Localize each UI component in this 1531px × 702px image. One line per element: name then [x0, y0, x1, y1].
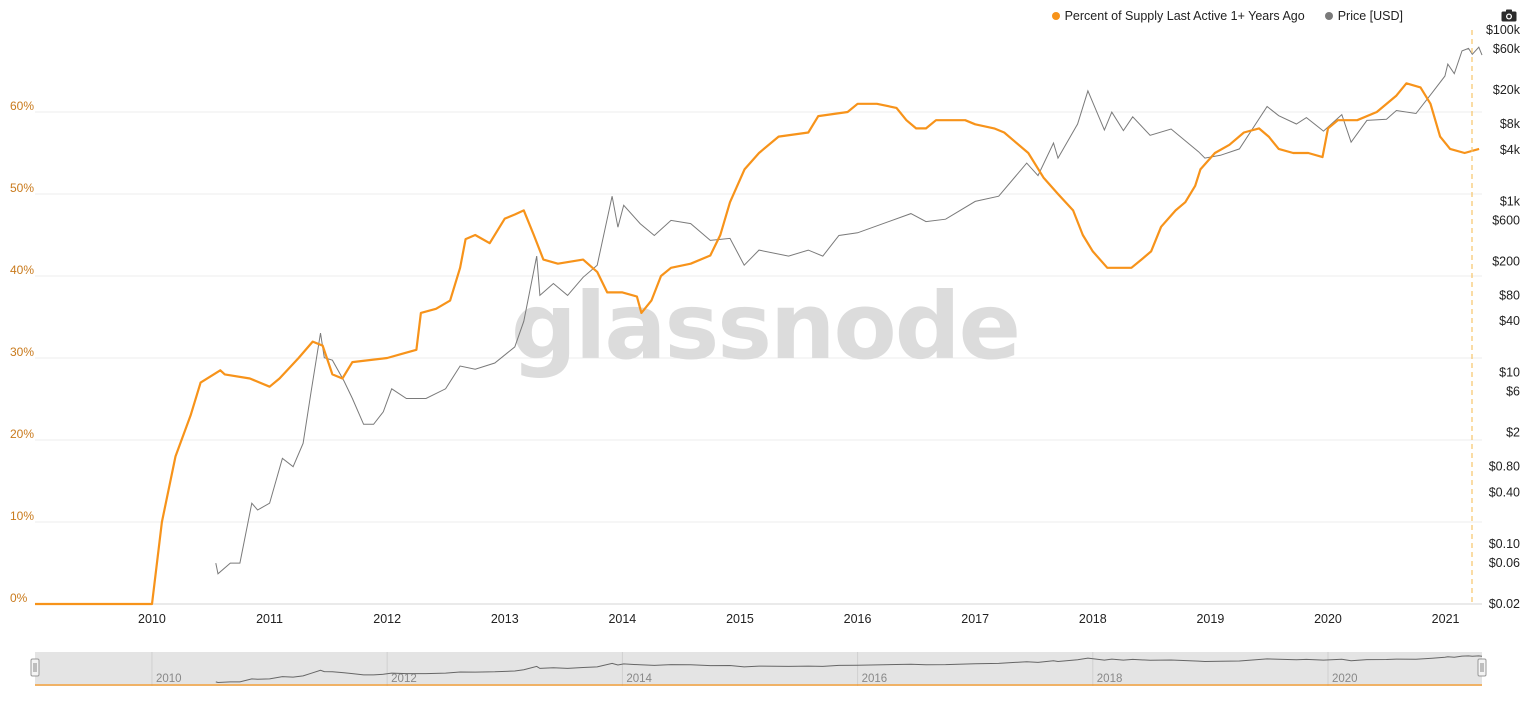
navigator-ticks: 2010 2012 2014 2016 2018 2020 [151, 652, 1358, 686]
range-navigator[interactable]: 2010 2012 2014 2016 2018 2020 [30, 652, 1487, 686]
x-tick-label: 2014 [608, 612, 636, 626]
left-tick-label: 50% [10, 181, 34, 195]
legend-item-supply[interactable]: Percent of Supply Last Active 1+ Years A… [1051, 9, 1305, 23]
navigator-tick-label: 2020 [1332, 673, 1358, 685]
x-tick-label: 2011 [256, 612, 283, 626]
x-tick-label: 2018 [1079, 612, 1107, 626]
navigator-price-line [215, 655, 1483, 684]
right-tick-label: $20k [1493, 83, 1521, 97]
left-tick-label: 20% [10, 427, 34, 441]
navigator-tick-label: 2018 [1097, 673, 1123, 685]
x-tick-label: 2021 [1432, 612, 1460, 626]
navigator-tick-label: 2014 [626, 673, 652, 685]
supply-series-line[interactable] [35, 82, 1480, 606]
navigator-background [35, 652, 1482, 686]
navigator-tick-label: 2012 [391, 673, 417, 685]
navigator-tick-label: 2010 [156, 673, 182, 685]
x-tick-label: 2015 [726, 612, 754, 626]
x-tick-label: 2020 [1314, 612, 1342, 626]
right-tick-label: $600 [1492, 213, 1520, 227]
right-tick-label: $0.40 [1489, 486, 1520, 500]
left-tick-label: 30% [10, 345, 34, 359]
right-tick-label: $10 [1499, 366, 1520, 380]
price-dot-icon [1324, 12, 1333, 20]
x-tick-label: 2017 [961, 612, 989, 626]
legend-supply-label: Percent of Supply Last Active 1+ Years A… [1064, 9, 1305, 23]
right-tick-label: $80 [1499, 288, 1520, 302]
right-axis-ticks: $100k $60k $20k $8k $4k $1k $600 $200 $80 $40 $10 $… [1486, 23, 1521, 611]
grid-lines [35, 111, 1482, 605]
x-tick-label: 2016 [844, 612, 872, 626]
left-axis-ticks: 0% 10% 20% 30% 40% 50% 60% [10, 99, 34, 605]
legend-price-label: Price [USD] [1337, 9, 1403, 23]
right-tick-label: $0.10 [1489, 537, 1520, 551]
right-tick-label: $8k [1500, 117, 1521, 131]
navigator-tick-label: 2016 [862, 673, 888, 685]
right-tick-label: $0.02 [1489, 597, 1520, 611]
navigator-left-handle[interactable] [30, 658, 40, 677]
camera-icon[interactable] [1501, 9, 1517, 22]
supply-dot-icon [1051, 12, 1060, 20]
right-tick-label: $200 [1492, 254, 1520, 268]
x-axis-ticks: 2010 2011 2012 2013 2014 2015 2016 2017 2018 2019… [35, 603, 1482, 626]
left-tick-label: 0% [10, 591, 28, 605]
legend-item-price[interactable]: Price [USD] [1324, 9, 1403, 23]
x-tick-label: 2013 [491, 612, 519, 626]
x-tick-label: 2010 [138, 612, 166, 626]
right-tick-label: $1k [1500, 194, 1521, 208]
watermark: glassnode [511, 273, 1019, 380]
right-tick-label: $60k [1493, 42, 1521, 56]
x-tick-label: 2019 [1196, 612, 1224, 626]
price-series-line[interactable] [215, 46, 1483, 575]
right-tick-label: $40 [1499, 314, 1520, 328]
navigator-right-handle[interactable] [1477, 658, 1487, 677]
x-tick-label: 2012 [373, 612, 401, 626]
left-tick-label: 40% [10, 263, 34, 277]
right-tick-label: $100k [1486, 23, 1521, 37]
left-tick-label: 60% [10, 99, 34, 113]
legend: Percent of Supply Last Active 1+ Years A… [1051, 9, 1403, 23]
right-tick-label: $2 [1506, 426, 1520, 440]
right-tick-label: $0.06 [1489, 556, 1520, 570]
left-tick-label: 10% [10, 509, 34, 523]
right-tick-label: $6 [1506, 385, 1520, 399]
right-tick-label: $0.80 [1489, 460, 1520, 474]
right-tick-label: $4k [1500, 143, 1521, 157]
